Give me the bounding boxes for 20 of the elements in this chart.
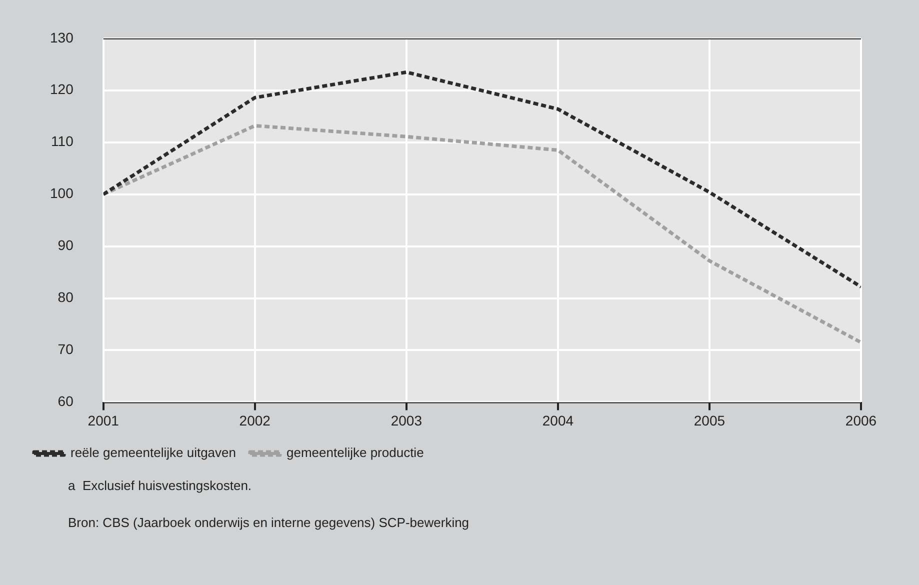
x-tick-label: 2001 <box>88 412 120 428</box>
y-tick-label: 110 <box>51 133 74 150</box>
line-series <box>103 124 861 344</box>
y-tick-label: 60 <box>58 393 74 410</box>
y-tick-label: 100 <box>50 185 74 202</box>
y-tick-label: 90 <box>58 237 74 254</box>
y-tick-label: 120 <box>50 81 74 98</box>
x-tick-label: 2004 <box>542 412 574 428</box>
text: a Exclusief huisvestingskosten. <box>68 478 253 493</box>
y-tick-label: 70 <box>58 341 74 358</box>
line-series <box>103 70 861 289</box>
y-tick-label: 130 <box>50 29 74 46</box>
legend-label: gemeentelijke productie <box>286 445 424 460</box>
x-tick-label: 2005 <box>694 412 726 428</box>
x-tick-label: 2003 <box>390 412 422 428</box>
y-tick-label: 80 <box>58 289 74 306</box>
text: Bron: CBS (Jaarboek onderwijs en interne gegevens) SCP-bewerking <box>68 515 470 530</box>
x-tick-label: 2002 <box>239 412 271 428</box>
legend-label: reële gemeentelijke uitgaven <box>70 445 236 460</box>
x-tick-label: 2006 <box>845 412 877 428</box>
